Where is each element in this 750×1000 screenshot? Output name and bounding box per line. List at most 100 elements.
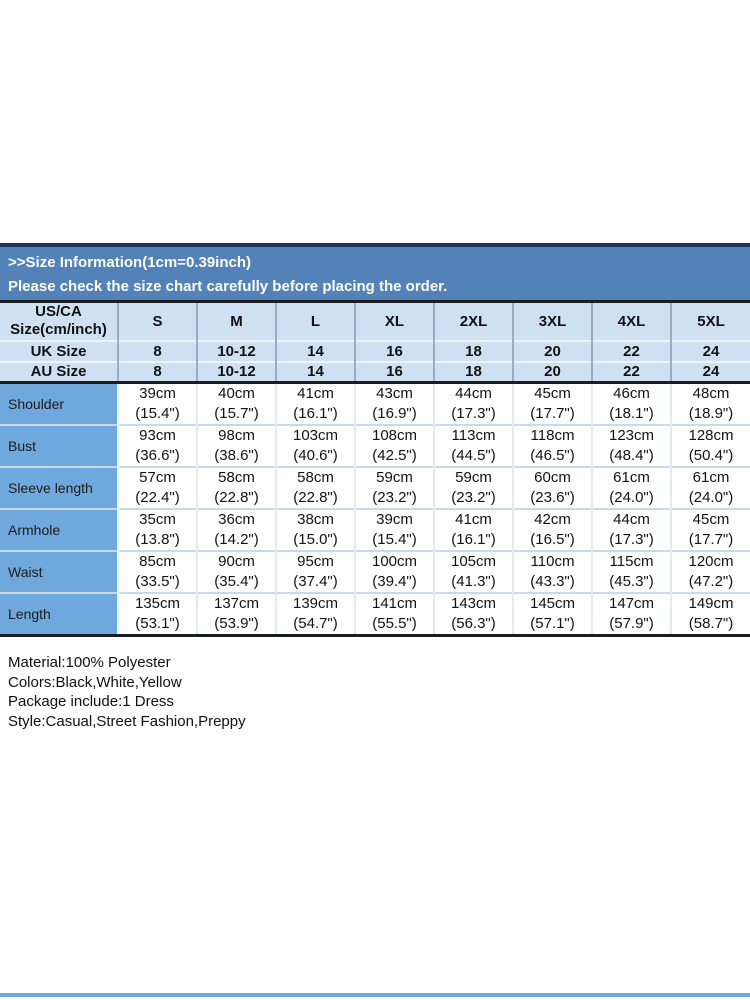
measurement-inch-value: (35.4") (214, 573, 259, 590)
measurement-inch-value: (15.4") (372, 531, 417, 548)
measurement-inch-value: (14.2") (214, 531, 259, 548)
banner-top-divider (0, 243, 750, 247)
measurement-cm-value: 108cm (371, 427, 418, 444)
measurement-inch-value: (24.0") (688, 489, 734, 506)
measurement-cm-value: 147cm (608, 595, 655, 612)
measurement-cm-value: 59cm (376, 469, 413, 486)
measurement-inch-value: (45.3") (609, 573, 654, 590)
measurement-inch-value: (16.5") (530, 531, 575, 548)
corner-label-line2: Size(cm/inch) (10, 321, 107, 339)
measurement-inch-value: (56.3") (451, 615, 496, 632)
measurement-cm-value: 95cm (297, 553, 334, 570)
region-size-value: 24 (670, 360, 750, 384)
region-row-au-size: AU Size 8 10-12 14 16 18 20 22 24 (0, 360, 750, 384)
measurement-inch-value: (13.8") (135, 531, 180, 548)
measurement-inch-value: (24.0") (609, 489, 654, 506)
measurement-inch-value: (53.9") (214, 615, 259, 632)
measurement-value-cell: 44cm (17.3") (433, 382, 513, 425)
measurement-row-length: Length 135cm (53.1") 137cm (53.9") 139cm (54.7… (0, 592, 750, 636)
product-detail-line-4: Style:Casual,Street Fashion,Preppy (8, 712, 246, 730)
size-column-header-s: S (117, 301, 197, 341)
measurement-cm-value: 36cm (218, 511, 255, 528)
region-size-value: 10-12 (196, 339, 276, 362)
measurement-cm-value: 90cm (218, 553, 255, 570)
region-size-value: 20 (512, 360, 592, 384)
measurement-inch-value: (22.8") (214, 489, 259, 506)
measurement-value-cell: 141cm (55.5") (354, 592, 434, 636)
measurement-row-label: Sleeve length (0, 466, 118, 509)
measurement-cm-value: 123cm (608, 427, 655, 444)
measurement-cm-value: 38cm (297, 511, 334, 528)
measurement-cm-value: 128cm (688, 427, 734, 444)
product-detail-line-1: Material:100% Polyester (8, 654, 171, 671)
measurement-value-cell: 42cm (16.5") (512, 508, 592, 551)
measurement-cm-value: 139cm (292, 595, 339, 612)
measurement-value-cell: 149cm (58.7") (670, 592, 750, 636)
corner-header-cell: US/CA Size(cm/inch) (0, 301, 118, 341)
measurement-value-cell: 45cm (17.7") (512, 382, 592, 425)
measurement-value-cell: 46cm (18.1") (591, 382, 671, 425)
measurement-inch-value: (40.6") (293, 447, 338, 464)
measurement-value-cell: 36cm (14.2") (196, 508, 276, 551)
measurement-cm-value: 42cm (534, 511, 571, 528)
measurement-inch-value: (15.4") (135, 405, 180, 422)
size-column-header-2xl: 2XL (433, 301, 513, 341)
region-size-value: 22 (591, 360, 671, 384)
corner-label-line1: US/CA (35, 303, 82, 321)
measurement-value-cell: 95cm (37.4") (275, 550, 355, 593)
measurement-value-cell: 135cm (53.1") (117, 592, 197, 636)
measurement-cm-value: 35cm (139, 511, 176, 528)
measurement-cm-value: 58cm (297, 469, 334, 486)
measurement-inch-value: (23.6") (530, 489, 575, 506)
measurement-inch-value: (23.2") (372, 489, 417, 506)
measurement-value-cell: 59cm (23.2") (354, 466, 434, 509)
region-size-value: 16 (354, 360, 434, 384)
measurement-cm-value: 61cm (692, 469, 730, 486)
measurement-cm-value: 110cm (530, 553, 575, 570)
measurement-value-cell: 103cm (40.6") (275, 424, 355, 467)
measurement-cm-value: 135cm (134, 595, 181, 612)
measurement-row-waist: Waist 85cm (33.5") 90cm (35.4") 95cm (37.4") 10… (0, 550, 750, 593)
measurement-cm-value: 103cm (292, 427, 339, 444)
measurement-inch-value: (22.4") (135, 489, 180, 506)
measurement-inch-value: (44.5") (451, 447, 496, 464)
measurement-inch-value: (17.3") (609, 531, 654, 548)
measurement-row-shoulder: Shoulder 39cm (15.4") 40cm (15.7") 41cm (16.1"… (0, 382, 750, 425)
region-size-value: 18 (433, 360, 513, 384)
region-size-value: 10-12 (196, 360, 276, 384)
measurement-cm-value: 59cm (455, 469, 492, 486)
measurement-inch-value: (16.1") (293, 405, 338, 422)
measurement-value-cell: 61cm (24.0") (670, 466, 750, 509)
measurement-inch-value: (17.7") (688, 531, 734, 548)
measurement-value-cell: 143cm (56.3") (433, 592, 513, 636)
measurement-cm-value: 113cm (451, 427, 496, 444)
measurement-cm-value: 120cm (688, 553, 734, 570)
measurement-inch-value: (42.5") (372, 447, 417, 464)
measurement-inch-value: (39.4") (372, 573, 417, 590)
banner-subtitle: Please check the size chart carefully be… (8, 278, 448, 295)
measurement-value-cell: 115cm (45.3") (591, 550, 671, 593)
measurement-inch-value: (23.2") (451, 489, 496, 506)
measurement-cm-value: 143cm (450, 595, 497, 612)
measurement-value-cell: 139cm (54.7") (275, 592, 355, 636)
measurement-value-cell: 41cm (16.1") (433, 508, 513, 551)
measurement-cm-value: 40cm (218, 385, 255, 402)
measurement-value-cell: 60cm (23.6") (512, 466, 592, 509)
measurement-inch-value: (57.1") (530, 615, 575, 632)
measurement-inch-value: (15.0") (293, 531, 338, 548)
measurement-cm-value: 44cm (613, 511, 650, 528)
measurement-value-cell: 108cm (42.5") (354, 424, 434, 467)
measurement-cm-value: 98cm (218, 427, 255, 444)
size-column-header-l: L (275, 301, 355, 341)
measurement-inch-value: (43.3") (530, 573, 575, 590)
size-column-header-xl: XL (354, 301, 434, 341)
measurement-value-cell: 85cm (33.5") (117, 550, 197, 593)
measurement-inch-value: (38.6") (214, 447, 259, 464)
measurement-inch-value: (17.7") (530, 405, 575, 422)
measurement-inch-value: (48.4") (609, 447, 654, 464)
measurement-value-cell: 137cm (53.9") (196, 592, 276, 636)
measurement-value-cell: 90cm (35.4") (196, 550, 276, 593)
measurement-value-cell: 110cm (43.3") (512, 550, 592, 593)
size-column-header-3xl: 3XL (512, 301, 592, 341)
measurement-inch-value: (33.5") (135, 573, 180, 590)
